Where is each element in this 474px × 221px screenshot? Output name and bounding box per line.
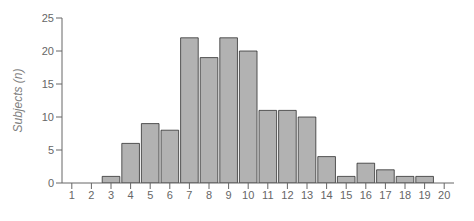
- svg-text:15: 15: [42, 78, 54, 90]
- svg-text:19: 19: [418, 189, 430, 201]
- svg-text:14: 14: [320, 189, 332, 201]
- svg-text:5: 5: [48, 144, 54, 156]
- svg-text:4: 4: [128, 189, 134, 201]
- svg-text:18: 18: [399, 189, 411, 201]
- svg-text:20: 20: [438, 189, 450, 201]
- svg-text:7: 7: [186, 189, 192, 201]
- svg-text:1: 1: [69, 189, 75, 201]
- svg-text:6: 6: [167, 189, 173, 201]
- svg-text:13: 13: [301, 189, 313, 201]
- svg-text:0: 0: [48, 177, 54, 189]
- svg-text:2: 2: [88, 189, 94, 201]
- svg-text:3: 3: [108, 189, 114, 201]
- svg-text:11: 11: [262, 189, 273, 201]
- svg-text:20: 20: [42, 45, 54, 57]
- svg-text:15: 15: [340, 189, 352, 201]
- svg-text:25: 25: [42, 12, 54, 24]
- svg-text:Subjects (n): Subjects (n): [11, 68, 25, 132]
- svg-text:17: 17: [379, 189, 391, 201]
- svg-text:5: 5: [147, 189, 153, 201]
- svg-text:16: 16: [360, 189, 372, 201]
- svg-text:9: 9: [226, 189, 232, 201]
- svg-text:10: 10: [42, 111, 54, 123]
- svg-text:8: 8: [206, 189, 212, 201]
- svg-text:12: 12: [281, 189, 293, 201]
- svg-text:10: 10: [242, 189, 254, 201]
